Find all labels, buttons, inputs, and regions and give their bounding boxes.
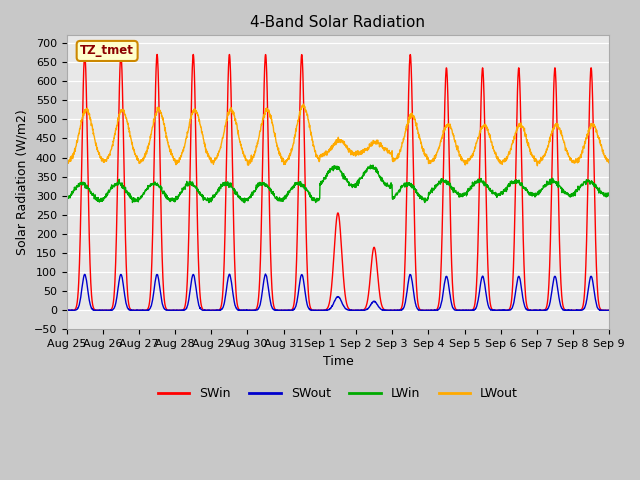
LWout [496,158,504,164]
SWin [605,307,613,313]
LWout [605,160,613,166]
Line: SWin: SWin [67,54,609,310]
SWin [557,289,565,295]
LWin [605,191,613,196]
LWin [367,162,374,168]
LWout [354,149,362,155]
Line: LWin: LWin [67,165,609,203]
X-axis label: Time: Time [323,355,353,368]
SWout [557,305,565,311]
Text: TZ_tmet: TZ_tmet [80,45,134,58]
LWout [63,161,70,167]
LWout [534,163,541,168]
SWin [365,283,373,288]
LWout [558,132,566,138]
SWout [354,307,362,313]
LWout [365,141,373,147]
SWout [365,304,373,310]
SWout [573,307,580,313]
LWin [354,179,362,185]
LWin [558,185,566,191]
LWout [573,157,580,163]
Line: LWout: LWout [67,104,609,166]
LWin [214,187,222,193]
SWout [605,307,613,313]
Title: 4-Band Solar Radiation: 4-Band Solar Radiation [250,15,426,30]
SWout [262,271,269,277]
LWin [241,200,248,205]
LWout [300,101,307,107]
LWin [573,187,580,192]
SWin [354,307,362,313]
SWout [63,307,70,313]
SWin [573,307,580,313]
Line: SWout: SWout [67,274,609,310]
Legend: SWin, SWout, LWin, LWout: SWin, SWout, LWin, LWout [153,383,523,406]
SWin [63,307,70,313]
SWin [496,307,504,313]
SWin [214,307,222,313]
SWout [214,307,222,313]
LWout [214,151,222,156]
LWin [63,196,70,202]
LWin [496,192,504,198]
SWout [496,307,504,313]
LWin [365,165,373,170]
Y-axis label: Solar Radiation (W/m2): Solar Radiation (W/m2) [15,109,28,255]
SWin [81,51,88,57]
